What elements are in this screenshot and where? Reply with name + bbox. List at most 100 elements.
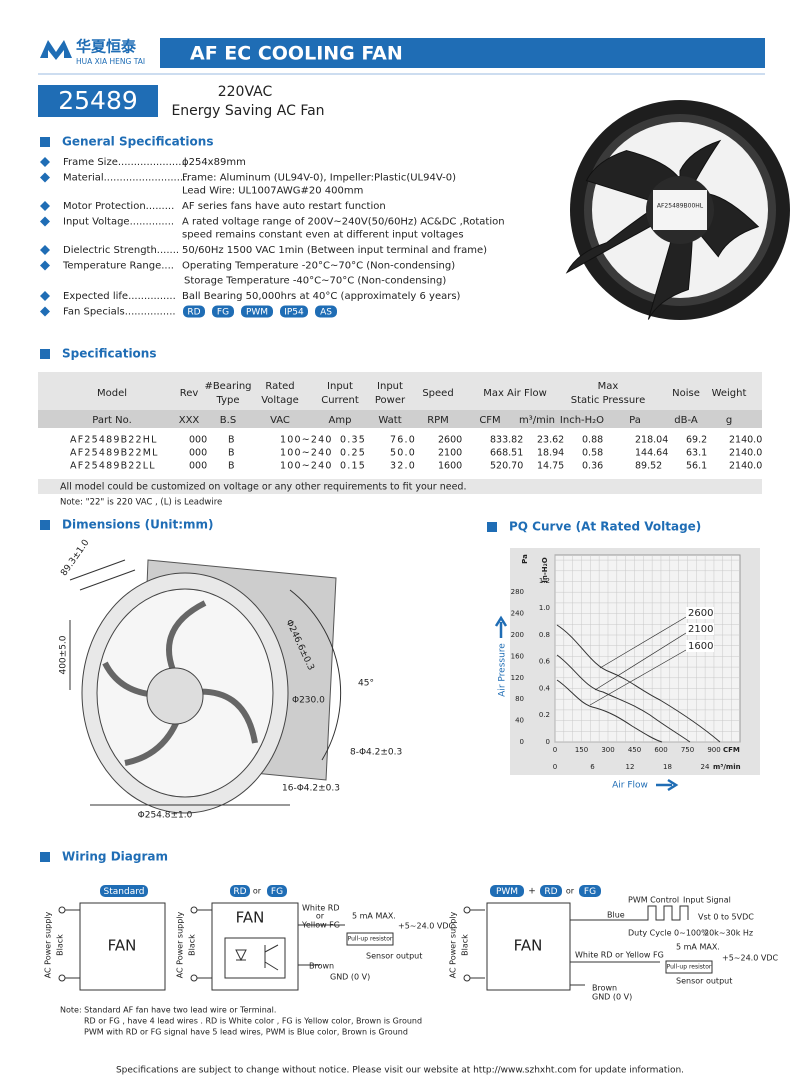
fan-sticker: [653, 190, 707, 230]
unit-header: XXX: [179, 415, 200, 426]
tick-label: 750: [681, 746, 694, 754]
column-header: Model: [97, 388, 127, 399]
column-header: Max Air Flow: [483, 388, 547, 399]
badge-text: AS: [320, 308, 332, 318]
tick-label: 450: [628, 746, 641, 754]
table-cell: 000: [189, 448, 207, 459]
table-head: [38, 372, 762, 410]
badge: [540, 885, 562, 897]
table-cell: 2140.0: [729, 448, 762, 459]
axis-unit: Pa: [521, 554, 529, 564]
table-cell: 63.1: [686, 448, 707, 459]
curve-tag: [686, 640, 714, 652]
leader: [589, 649, 687, 706]
opto-box: [224, 937, 286, 979]
table-cell: 14.75: [537, 461, 564, 472]
leader: [594, 632, 687, 691]
pcd-arc: [289, 589, 342, 761]
tick-label: 160: [511, 652, 524, 660]
curve-label: 2600: [688, 608, 713, 619]
badge: [315, 305, 337, 318]
wire-label: 5 mA MAX.: [676, 943, 720, 952]
terminal: [58, 974, 66, 982]
column-header: Static Pressure: [571, 395, 645, 406]
spec-label: Motor Protection.........: [63, 201, 174, 212]
table-cell: 218.04: [635, 435, 668, 446]
table-cell: 668.51: [490, 448, 523, 459]
curve-label: 1600: [688, 641, 713, 652]
tick-label: 0: [553, 763, 557, 771]
bullet: [40, 260, 50, 271]
table-cell: 0.58: [582, 448, 603, 459]
spec-value: Frame: Aluminum (UL94V-0), Impeller:Plas…: [182, 173, 456, 184]
wire-label: Black: [188, 934, 197, 956]
badge-text: PWM: [246, 308, 268, 318]
fan-box: [79, 902, 166, 991]
table-cell: AF25489B22LL: [70, 461, 156, 472]
tick-label: 80: [515, 695, 524, 703]
badge: [230, 885, 250, 897]
column-header: Max: [598, 381, 619, 392]
unit-header: RPM: [427, 415, 449, 426]
table-cell: 0.36: [582, 461, 603, 472]
table-cell: 100~240: [280, 435, 333, 446]
terminal: [463, 906, 471, 914]
table-cell: 0.35: [340, 435, 366, 446]
pq-curve: [556, 624, 721, 743]
column-header: Input: [327, 381, 353, 392]
bullet: [40, 216, 50, 227]
table-cell: 50.0: [390, 448, 416, 459]
fan-box: [486, 902, 571, 991]
section-heading: General Specifications: [62, 135, 213, 149]
wiring-note: PWM with RD or FG signal have 5 lead wir…: [84, 1028, 408, 1037]
axis-unit: m³/min: [713, 763, 741, 771]
plus: +: [528, 887, 536, 897]
spec-label: Expected life...............: [63, 291, 176, 302]
wiring-note: RD or FG , have 4 lead wires . RD is Whi…: [84, 1017, 422, 1026]
column-header: Weight: [712, 388, 747, 399]
supply-label: AC Power supply: [449, 911, 458, 978]
or: or: [566, 887, 575, 896]
tick-label: 0: [553, 746, 557, 754]
tick-label: 300: [601, 746, 614, 754]
table-cell: 56.1: [686, 461, 707, 472]
axis-title: Air Flow: [612, 781, 648, 791]
heading-icon: [40, 520, 50, 530]
terminal: [463, 974, 471, 982]
curve-tag: [686, 623, 714, 635]
table-cell: 76.0: [390, 435, 416, 446]
supply-label: AC Power supply: [176, 911, 185, 978]
table-cell: 18.94: [537, 448, 564, 459]
unit-header: g: [726, 415, 732, 426]
unit-header: B.S: [220, 415, 236, 426]
tick-label: 1.0: [539, 604, 550, 612]
dim-label: Φ230.0: [292, 696, 325, 706]
fan-label: FAN: [236, 909, 265, 927]
bullet: [40, 291, 50, 301]
badge-text: PWM: [496, 887, 518, 897]
terminal: [190, 906, 198, 914]
table-cell: AF25489B22HL: [70, 435, 158, 446]
badge-text: RD: [544, 887, 557, 897]
table-subhead: [38, 410, 762, 428]
dim-label: 16-Φ4.2±0.3: [282, 784, 340, 794]
dim-label: Φ254.8±1.0: [138, 811, 193, 821]
spec-value: Lead Wire: UL1007AWG#20 400mm: [182, 186, 363, 197]
bullet: [40, 157, 50, 167]
column-header: Noise: [672, 388, 700, 399]
table-cell: 100~240: [280, 461, 333, 472]
footer: Specifications are subject to change wit…: [116, 1066, 684, 1076]
tick-label: 240: [511, 610, 524, 618]
tick-label: 120: [511, 674, 524, 682]
wire-label: White RD: [302, 904, 340, 913]
wire-label: Input Signal: [683, 896, 731, 905]
column-header: Type: [216, 395, 240, 406]
unit-header: Pa: [629, 415, 641, 426]
spec-value: Ball Bearing 50,000hrs at 40°C (approxim…: [182, 291, 461, 302]
column-header: Power: [375, 395, 406, 406]
table-cell: 69.2: [686, 435, 707, 446]
table-cell: 2140.0: [729, 435, 762, 446]
wire-label: Black: [461, 934, 470, 956]
